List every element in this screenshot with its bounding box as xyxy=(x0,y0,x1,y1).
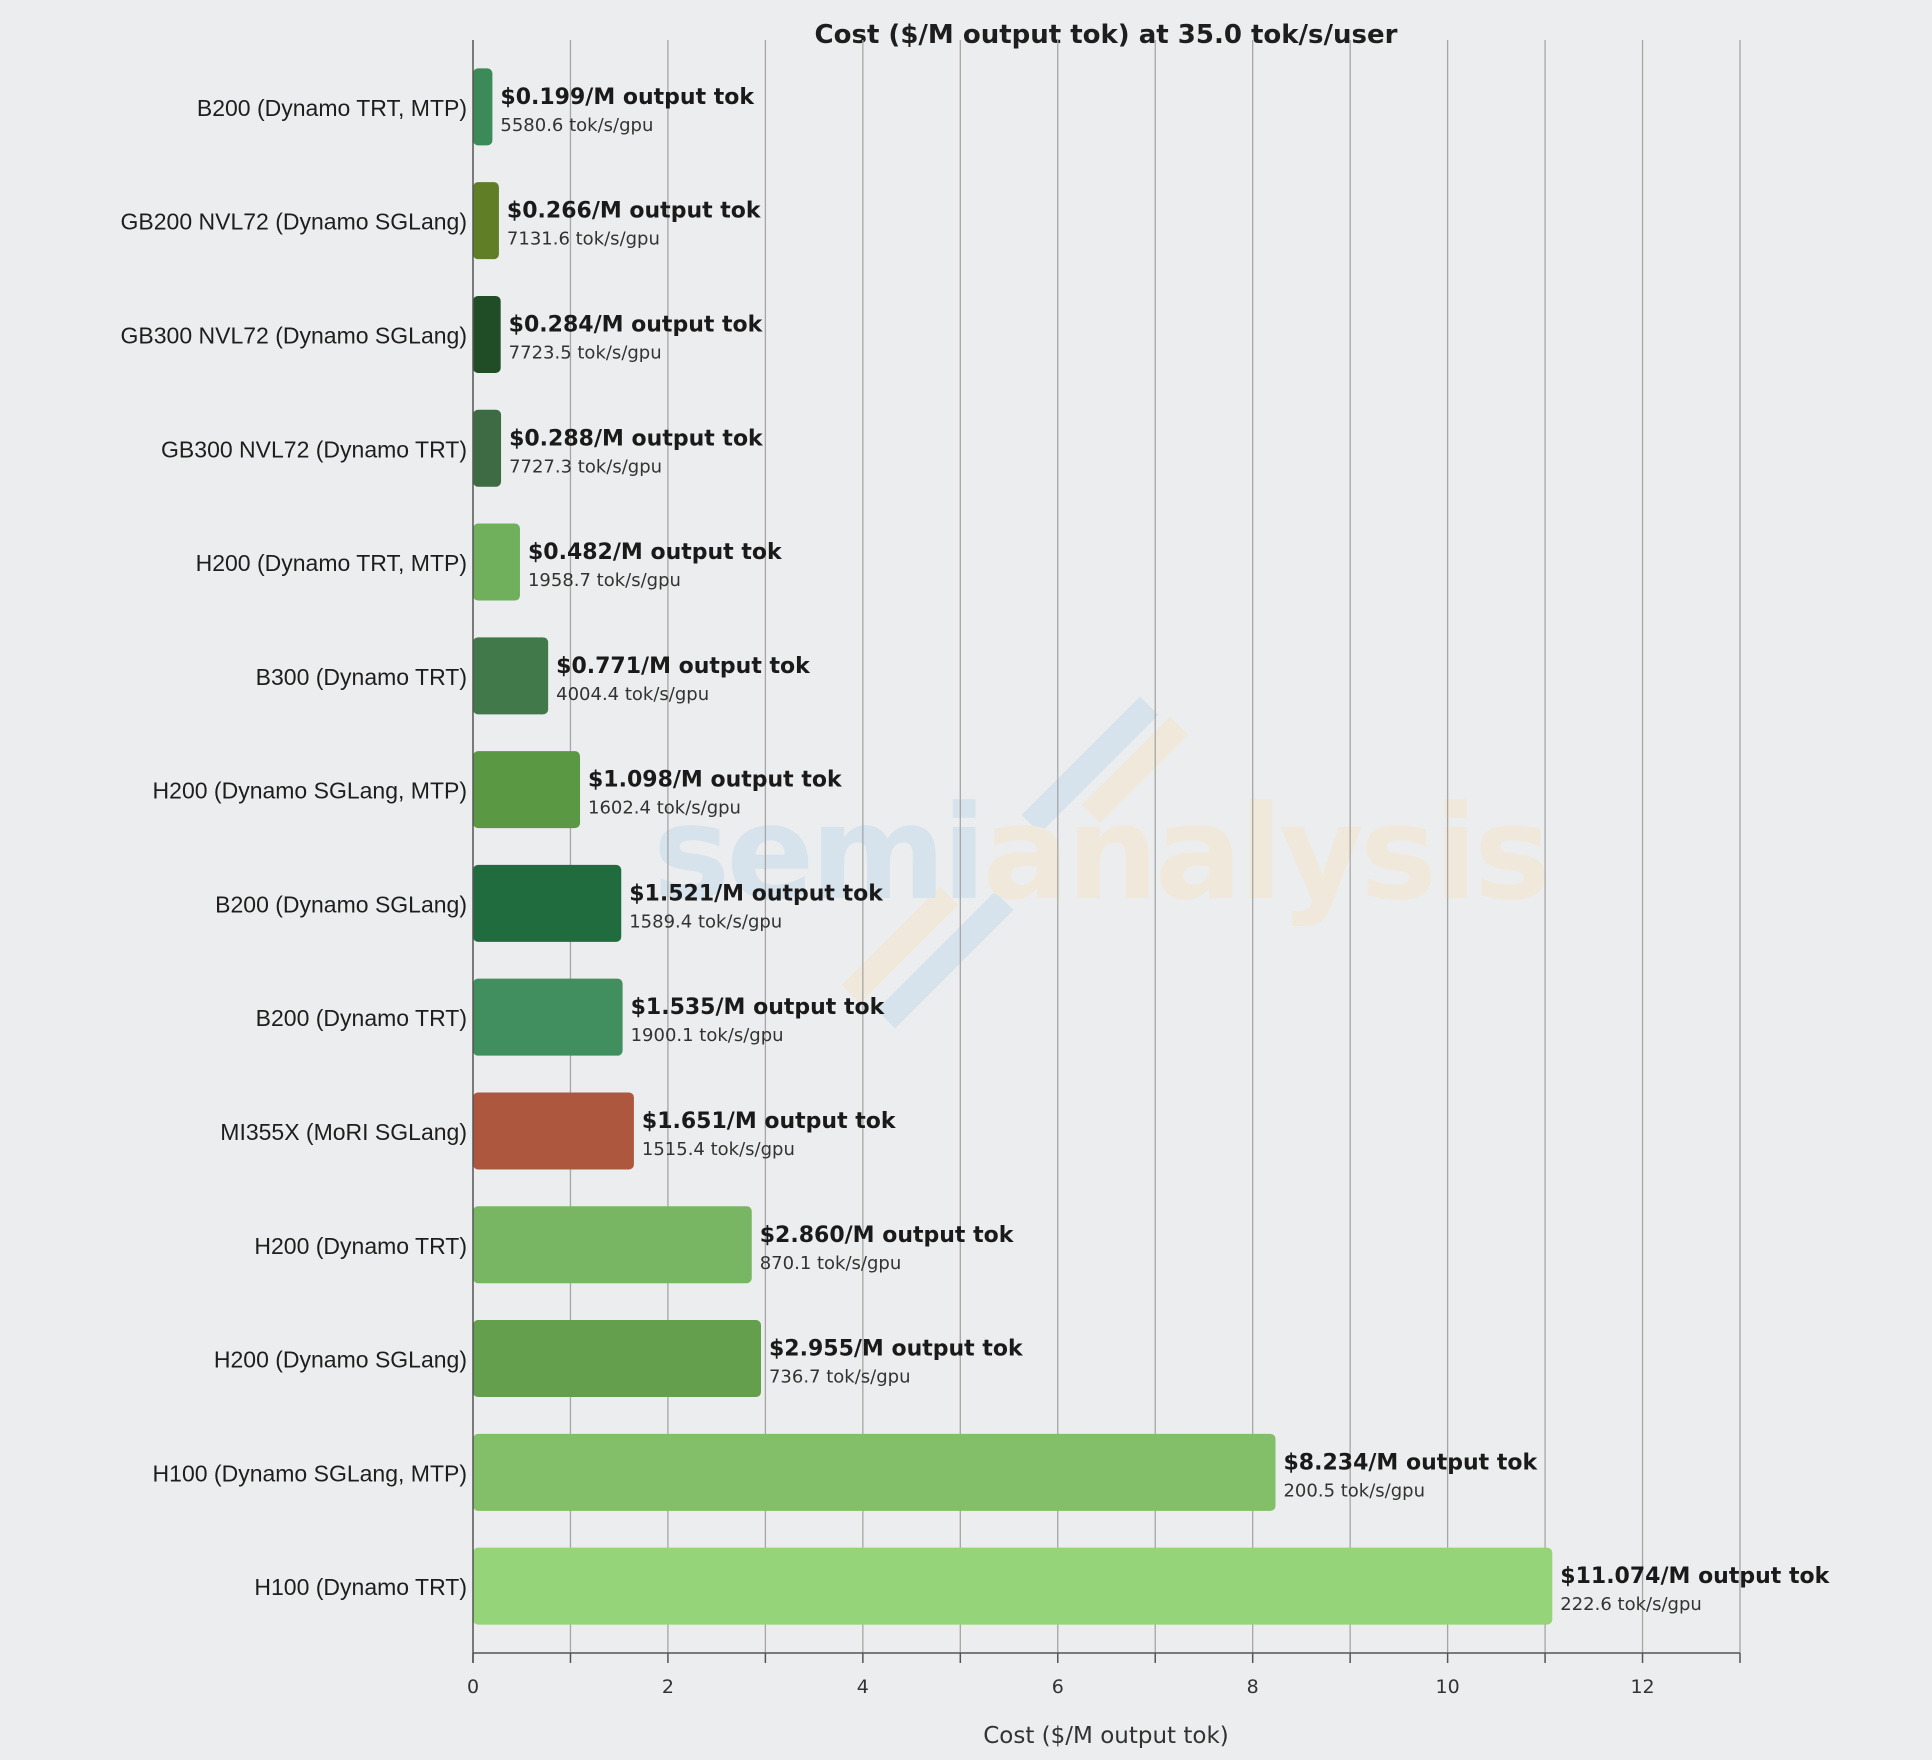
value-label: $0.199/M output tok xyxy=(500,85,755,110)
category-label: GB300 NVL72 (Dynamo TRT) xyxy=(161,436,467,462)
category-label: H100 (Dynamo TRT) xyxy=(254,1574,467,1600)
x-tick-label: 12 xyxy=(1630,1676,1654,1698)
value-label: $1.651/M output tok xyxy=(642,1109,897,1134)
value-label: $1.535/M output tok xyxy=(631,995,886,1020)
category-label: H200 (Dynamo SGLang, MTP) xyxy=(153,778,467,804)
throughput-label: 7131.6 tok/s/gpu xyxy=(507,229,660,250)
bar xyxy=(473,295,501,373)
x-axis-title: Cost ($/M output tok) xyxy=(983,1723,1229,1749)
bar xyxy=(473,523,520,601)
throughput-label: 4004.4 tok/s/gpu xyxy=(556,684,709,705)
bar xyxy=(473,409,502,487)
bar xyxy=(473,182,499,260)
category-label: B200 (Dynamo TRT, MTP) xyxy=(197,95,467,121)
watermark-text-semi: semi xyxy=(653,777,983,929)
bar xyxy=(473,864,622,942)
chart-title: Cost ($/M output tok) at 35.0 tok/s/user xyxy=(815,20,1398,50)
throughput-label: 200.5 tok/s/gpu xyxy=(1283,1480,1425,1501)
x-axis: 0 2 4 6 8 10 12 xyxy=(467,40,1741,1698)
bar-series: B200 (Dynamo TRT, MTP) $0.199/M output to… xyxy=(121,68,1831,1625)
x-tick-label: 6 xyxy=(1052,1676,1064,1698)
bar xyxy=(473,978,623,1056)
value-label: $0.288/M output tok xyxy=(509,426,764,451)
value-label: $0.771/M output tok xyxy=(556,654,811,679)
watermark-logo: semianalysis xyxy=(653,696,1551,1029)
throughput-label: 1958.7 tok/s/gpu xyxy=(528,570,681,591)
value-label: $0.284/M output tok xyxy=(509,312,764,337)
category-label: H200 (Dynamo TRT) xyxy=(254,1233,467,1259)
throughput-label: 7727.3 tok/s/gpu xyxy=(509,456,662,477)
x-tick-label: 0 xyxy=(467,1676,479,1698)
bar xyxy=(473,1547,1553,1625)
value-label: $2.860/M output tok xyxy=(760,1223,1015,1248)
bar xyxy=(473,1092,634,1170)
value-label: $1.521/M output tok xyxy=(629,881,884,906)
x-tick-label: 4 xyxy=(857,1676,869,1698)
x-tick-label: 10 xyxy=(1436,1676,1460,1698)
x-tick-label: 8 xyxy=(1247,1676,1259,1698)
throughput-label: 1900.1 tok/s/gpu xyxy=(631,1025,784,1046)
value-label: $11.074/M output tok xyxy=(1560,1564,1830,1589)
throughput-label: 5580.6 tok/s/gpu xyxy=(500,115,653,136)
category-label: GB300 NVL72 (Dynamo SGLang) xyxy=(121,322,467,348)
value-label: $8.234/M output tok xyxy=(1283,1450,1538,1475)
category-label: MI355X (MoRI SGLang) xyxy=(220,1119,467,1145)
throughput-label: 870.1 tok/s/gpu xyxy=(760,1253,902,1274)
x-tick-label: 2 xyxy=(662,1676,674,1698)
watermark-slash-marks xyxy=(841,696,1189,1029)
throughput-label: 1515.4 tok/s/gpu xyxy=(642,1139,795,1160)
bar xyxy=(473,68,493,146)
category-label: B200 (Dynamo SGLang) xyxy=(215,891,467,917)
value-label: $0.266/M output tok xyxy=(507,199,762,224)
value-label: $1.098/M output tok xyxy=(588,768,843,793)
category-label: B200 (Dynamo TRT) xyxy=(256,1005,467,1031)
bar xyxy=(473,1433,1276,1511)
bar xyxy=(473,751,581,829)
category-label: H100 (Dynamo SGLang, MTP) xyxy=(153,1460,467,1486)
bar xyxy=(473,1206,752,1284)
throughput-label: 1589.4 tok/s/gpu xyxy=(629,911,782,932)
category-label: B300 (Dynamo TRT) xyxy=(256,664,467,690)
throughput-label: 7723.5 tok/s/gpu xyxy=(509,342,662,363)
throughput-label: 1602.4 tok/s/gpu xyxy=(588,798,741,819)
category-label: GB200 NVL72 (Dynamo SGLang) xyxy=(121,209,467,235)
watermark-text-analysis: analysis xyxy=(982,777,1547,929)
category-label: H200 (Dynamo TRT, MTP) xyxy=(196,550,467,576)
bar xyxy=(473,637,549,715)
throughput-label: 736.7 tok/s/gpu xyxy=(769,1367,911,1388)
category-label: H200 (Dynamo SGLang) xyxy=(214,1347,467,1373)
bar xyxy=(473,1320,761,1398)
value-label: $2.955/M output tok xyxy=(769,1337,1024,1362)
throughput-label: 222.6 tok/s/gpu xyxy=(1560,1594,1702,1615)
value-label: $0.482/M output tok xyxy=(528,540,783,565)
svg-text:semianalysis: semianalysis xyxy=(653,777,1547,929)
